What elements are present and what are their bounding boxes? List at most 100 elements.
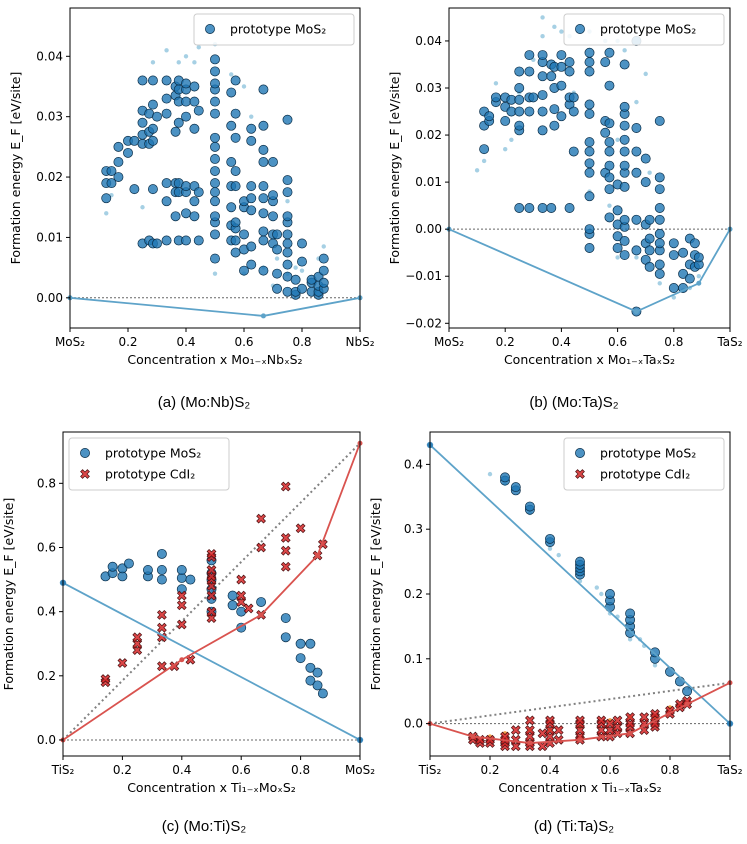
- data-point: [272, 283, 283, 294]
- data-point: [272, 268, 283, 279]
- data-point: [575, 715, 585, 726]
- data-point: [545, 715, 555, 726]
- data-point: [226, 120, 237, 131]
- data-point: [272, 244, 283, 255]
- data-point: [607, 203, 612, 208]
- data-point: [193, 235, 204, 246]
- data-point: [258, 144, 269, 155]
- data-point: [176, 590, 187, 601]
- x-tick-label: 0.2: [480, 763, 499, 777]
- data-point: [192, 60, 197, 65]
- data-point: [524, 50, 535, 61]
- data-point: [107, 561, 118, 572]
- data-point: [654, 115, 665, 126]
- data-point: [604, 146, 615, 157]
- data-point: [230, 235, 241, 246]
- data-point: [106, 166, 117, 176]
- data-point: [161, 235, 172, 246]
- data-point: [604, 118, 615, 129]
- data-point: [206, 549, 217, 559]
- data-point: [584, 47, 595, 58]
- data-point: [612, 243, 623, 253]
- x-tick-label: 0.6: [600, 763, 619, 777]
- data-point: [210, 178, 220, 189]
- data-point: [604, 172, 615, 183]
- data-point: [258, 120, 269, 131]
- legend-marker: [575, 448, 585, 458]
- data-point: [147, 135, 158, 146]
- data-point: [181, 181, 191, 192]
- y-axis-label: Formation energy E_F [eV/site]: [1, 498, 16, 691]
- data-point: [678, 268, 689, 279]
- data-point: [556, 80, 567, 91]
- data-point: [176, 564, 187, 575]
- data-point: [528, 92, 539, 103]
- data-point: [556, 552, 561, 558]
- hull-line: [69, 296, 361, 317]
- x-tick-label: 0.4: [172, 763, 191, 777]
- data-point: [189, 211, 200, 222]
- data-point: [274, 256, 280, 261]
- x-tick-label: TaS₂: [716, 335, 742, 349]
- data-point: [140, 205, 145, 210]
- legend-marker: [575, 469, 585, 479]
- x-tick-label: 0.8: [664, 335, 683, 349]
- data-point: [161, 75, 172, 86]
- data-point: [564, 203, 575, 213]
- data-point: [509, 137, 514, 142]
- data-point: [481, 158, 487, 164]
- data-point: [246, 241, 257, 252]
- data-point: [230, 166, 241, 176]
- data-point: [226, 157, 237, 167]
- data-point: [612, 231, 623, 242]
- data-point: [631, 123, 642, 133]
- data-point: [210, 141, 220, 152]
- y-tick-label: −0.02: [405, 316, 442, 330]
- x-tick-label: 0.6: [234, 335, 253, 349]
- x-tick-label: TaS₂: [716, 763, 742, 777]
- x-tick-label: 0.8: [291, 763, 310, 777]
- data-point: [600, 57, 611, 68]
- x-tick-label: MoS₂: [55, 335, 85, 349]
- data-point: [682, 686, 693, 697]
- y-tick-label: 0.01: [36, 230, 63, 244]
- y-tick-label: 0.4: [404, 457, 423, 471]
- data-point: [524, 203, 535, 213]
- legend-label: prototype MoS₂: [600, 446, 696, 461]
- x-tick-label: 0.8: [292, 335, 311, 349]
- data-point: [258, 84, 269, 95]
- series-light-dots: [487, 471, 658, 668]
- data-point: [627, 637, 633, 642]
- y-tick-label: 0.03: [36, 110, 63, 124]
- hull-vertex: [527, 740, 533, 746]
- data-point: [622, 48, 627, 53]
- data-point: [150, 60, 156, 65]
- x-axis-label: Concentration x Mo₁₋ₓNbₓS₂: [127, 352, 302, 367]
- data-point: [230, 75, 241, 86]
- x-tick-label: 0.4: [540, 763, 559, 777]
- legend-marker: [205, 24, 215, 34]
- data-point: [549, 104, 560, 115]
- data-point: [568, 92, 579, 103]
- data-point: [295, 638, 306, 649]
- legend: prototype MoS₂: [193, 13, 355, 46]
- caption-panel-a: (a) (Mo:Nb)S₂: [157, 394, 251, 411]
- data-point: [510, 482, 521, 493]
- data-point: [619, 160, 630, 171]
- data-point: [514, 106, 525, 117]
- data-point: [619, 101, 630, 112]
- y-tick-label: 0.00: [36, 291, 63, 305]
- data-point: [147, 123, 158, 134]
- data-point: [612, 205, 623, 216]
- x-tick-label: 0.2: [113, 763, 132, 777]
- data-point: [258, 226, 269, 237]
- data-point: [639, 712, 650, 723]
- data-point: [525, 715, 535, 726]
- caption-panel-b: (b) (Mo:Ta)S₂: [529, 394, 619, 411]
- data-point: [644, 233, 655, 244]
- data-point: [210, 108, 220, 119]
- legend-label: prototype MoS₂: [600, 22, 696, 37]
- data-point: [272, 229, 283, 240]
- legend-box: [563, 13, 725, 46]
- data-point: [650, 647, 660, 658]
